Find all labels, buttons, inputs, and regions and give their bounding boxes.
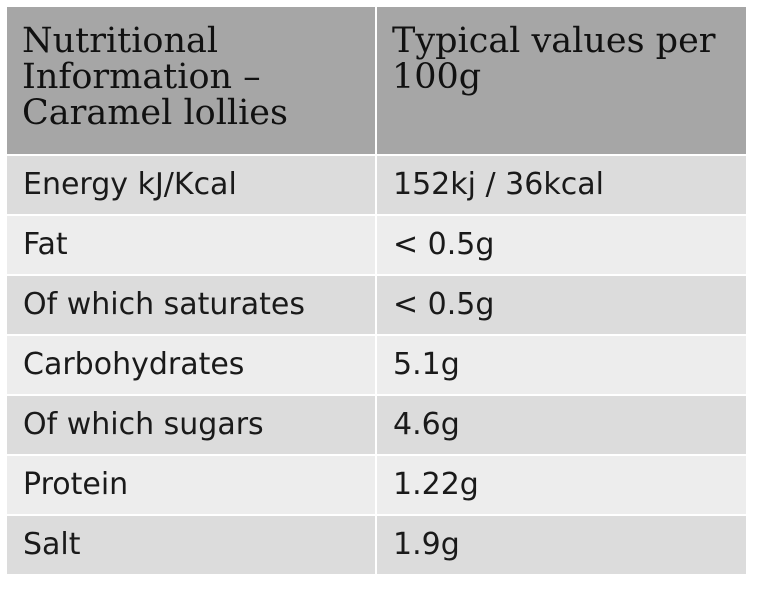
nutrient-name: Carbohydrates [7, 336, 375, 394]
nutrient-name: Of which saturates [7, 276, 375, 334]
table-row: Of which sugars 4.6g [7, 396, 746, 454]
table-row: Salt 1.9g [7, 516, 746, 574]
table-row: Protein 1.22g [7, 456, 746, 514]
table-row: Carbohydrates 5.1g [7, 336, 746, 394]
header-typical-values: Typical values per 100g [377, 7, 746, 154]
nutrient-value: < 0.5g [377, 276, 746, 334]
header-nutritional-information: Nutritional Information – Caramel lollie… [7, 7, 375, 154]
nutrient-value: < 0.5g [377, 216, 746, 274]
table-header-row: Nutritional Information – Caramel lollie… [7, 7, 746, 154]
nutrient-value: 4.6g [377, 396, 746, 454]
nutrient-name: Salt [7, 516, 375, 574]
nutrient-name: Energy kJ/Kcal [7, 156, 375, 214]
table-row: Energy kJ/Kcal 152kj / 36kcal [7, 156, 746, 214]
nutrient-value: 1.22g [377, 456, 746, 514]
table-row: Of which saturates < 0.5g [7, 276, 746, 334]
nutrient-name: Fat [7, 216, 375, 274]
nutrition-table: Nutritional Information – Caramel lollie… [5, 5, 748, 576]
nutrient-value: 5.1g [377, 336, 746, 394]
table-row: Fat < 0.5g [7, 216, 746, 274]
nutrient-name: Of which sugars [7, 396, 375, 454]
nutrient-name: Protein [7, 456, 375, 514]
nutrient-value: 1.9g [377, 516, 746, 574]
nutrient-value: 152kj / 36kcal [377, 156, 746, 214]
